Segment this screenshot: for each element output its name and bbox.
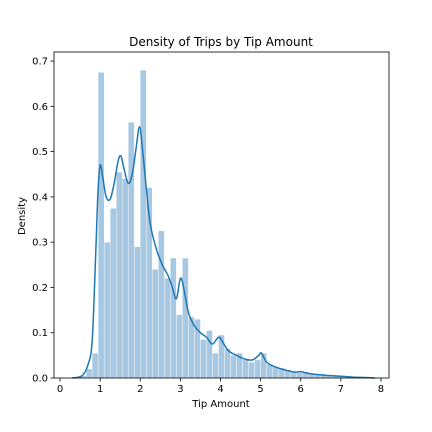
histogram-bar	[109, 208, 117, 379]
histogram-bar	[140, 69, 147, 379]
histogram-bar	[242, 359, 249, 379]
histogram-bar	[266, 364, 273, 379]
y-tick-label: 0.0	[32, 374, 48, 385]
histogram-bars	[79, 69, 370, 379]
histogram-bar	[188, 316, 195, 379]
x-tick-label: 8	[378, 384, 384, 395]
y-tick-label: 0.6	[32, 102, 48, 113]
histogram-bar	[182, 257, 189, 379]
histogram-bar	[248, 361, 255, 379]
histogram-bar	[128, 121, 135, 379]
histogram-bar	[134, 246, 141, 379]
x-axis-ticks: 0 1 2 3 4 5 6 7 8	[57, 378, 384, 395]
y-tick-label: 0.2	[32, 283, 48, 294]
histogram-bar	[152, 269, 159, 379]
y-tick-label: 0.3	[32, 238, 48, 249]
x-tick-label: 3	[177, 384, 183, 395]
x-tick-label: 0	[57, 384, 63, 395]
kde-line	[71, 125, 375, 379]
y-tick-label: 0.7	[32, 57, 48, 68]
histogram-bar	[121, 178, 129, 379]
histogram-bar	[97, 72, 105, 379]
histogram-bar	[176, 314, 183, 379]
histogram-bar	[158, 230, 165, 379]
y-axis-title: Density	[17, 197, 28, 235]
y-axis-ticks: 0.0 0.1 0.2 0.3 0.4 0.5 0.6 0.7	[32, 57, 54, 385]
plot-frame	[53, 51, 390, 379]
x-tick-label: 7	[338, 384, 344, 395]
x-tick-label: 6	[298, 384, 304, 395]
chart-title: Density of Trips by Tip Amount	[129, 35, 313, 49]
histogram-bar	[230, 355, 237, 379]
histogram-bar	[212, 352, 219, 379]
x-tick-label: 4	[217, 384, 223, 395]
histogram-bar	[254, 359, 261, 379]
y-tick-label: 0.1	[32, 328, 48, 339]
histogram-bar	[224, 348, 231, 379]
histogram-bar	[115, 171, 123, 379]
y-tick-label: 0.4	[32, 192, 48, 203]
x-tick-label: 5	[257, 384, 263, 395]
x-tick-label: 2	[137, 384, 143, 395]
histogram-bar	[170, 257, 177, 379]
histogram-bar	[103, 241, 111, 379]
histogram-bar	[296, 372, 303, 379]
x-axis-title: Tip Amount	[191, 399, 249, 410]
histogram-bar	[164, 278, 171, 379]
histogram-bar	[200, 339, 207, 379]
histogram-bar	[85, 368, 93, 379]
x-tick-label: 1	[97, 384, 103, 395]
kde-curve-layer	[71, 125, 375, 379]
histogram-bar	[91, 352, 99, 379]
y-tick-label: 0.5	[32, 147, 48, 158]
